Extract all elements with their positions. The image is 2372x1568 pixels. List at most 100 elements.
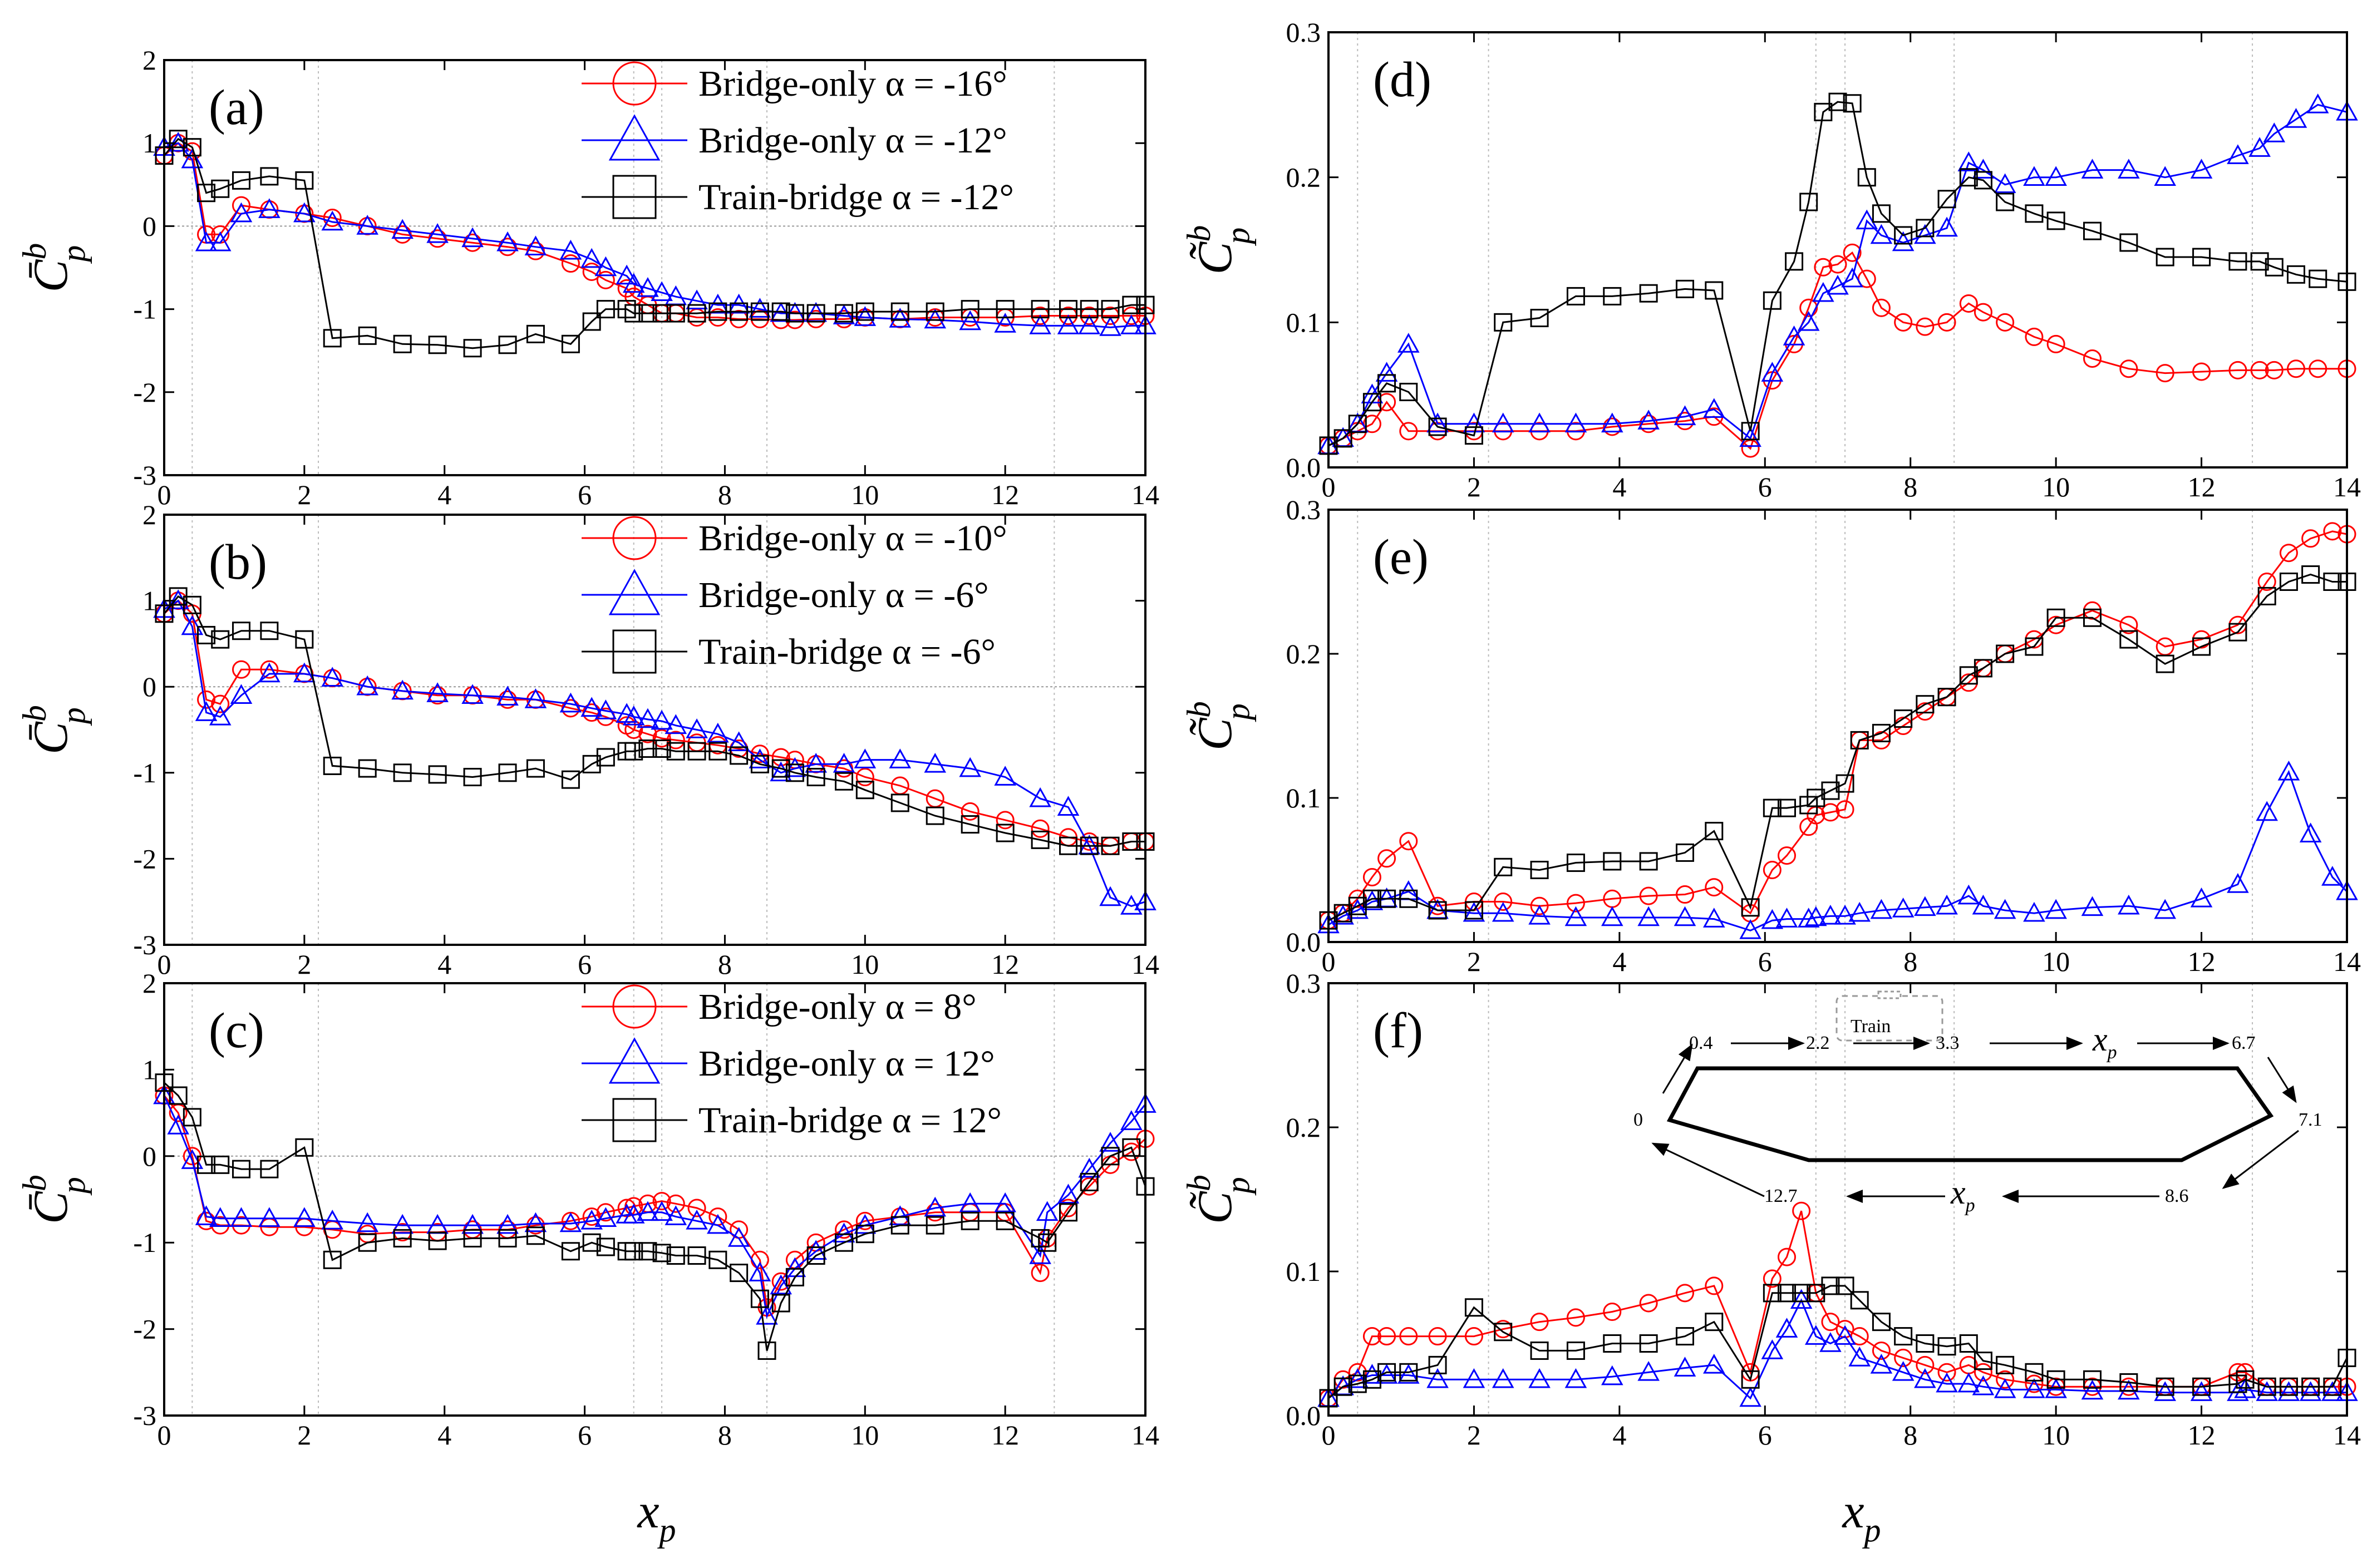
y-tick-label: 0.0 <box>1286 1400 1321 1431</box>
data-point <box>1348 896 1367 915</box>
series-1 <box>153 589 1157 915</box>
data-point <box>687 1199 706 1217</box>
x-tick-label: 14 <box>2333 471 2361 502</box>
data-point <box>293 662 316 683</box>
y-tick-label: 1 <box>142 585 156 617</box>
data-point <box>2301 1377 2320 1396</box>
data-point <box>2228 1374 2247 1393</box>
x-tick-label: 8 <box>1903 1419 1917 1451</box>
series-1 <box>153 1084 1157 1325</box>
data-point <box>2256 801 2279 821</box>
data-point <box>890 1216 909 1235</box>
legend-label: Train-bridge α = -6° <box>698 632 996 672</box>
panel-f: 0 2 4 6 8 10 12 14 0.0 0.1 0.2 0.3 (f) C̃bp <box>1180 968 2361 1451</box>
diagram-point-7.1: 7.1 <box>2299 1110 2322 1130</box>
data-point <box>498 763 517 782</box>
data-point <box>195 1205 218 1225</box>
data-point <box>1674 405 1696 426</box>
data-point <box>358 759 377 778</box>
data-point <box>1029 314 1051 334</box>
data-point <box>2257 1377 2276 1396</box>
cross-section-diagram: Train 0 0.4 2.2 3.3 6.7 7.1 8.6 12.7 xp … <box>1633 990 2322 1216</box>
data-point <box>1676 1327 1694 1346</box>
data-point <box>2228 1363 2247 1382</box>
data-point <box>2265 258 2284 277</box>
data-point <box>707 1214 729 1234</box>
data-point <box>498 690 517 709</box>
data-point <box>1528 412 1551 433</box>
data-point <box>561 334 580 353</box>
data-point <box>616 264 638 285</box>
data-point <box>559 239 582 260</box>
data-point <box>498 336 517 354</box>
diagram-xp-bottom: xp <box>1950 1174 1975 1216</box>
data-point <box>2190 887 2213 908</box>
data-point <box>2081 159 2104 179</box>
x-tick-label: 2 <box>1467 1419 1481 1451</box>
data-point <box>854 748 877 768</box>
legend-marker <box>612 516 657 560</box>
data-point <box>1492 1368 1514 1388</box>
data-point <box>1702 398 1725 418</box>
data-point <box>994 313 1016 333</box>
x-tick-label: 0 <box>1322 946 1336 977</box>
y-tick-label: 0 <box>142 1141 156 1172</box>
data-point <box>356 215 378 235</box>
y-axis-label: C̃bp <box>1180 225 1256 275</box>
data-point <box>1739 1387 1761 1407</box>
data-point <box>1399 382 1418 401</box>
data-point <box>1078 314 1101 334</box>
data-point <box>1566 287 1585 305</box>
x-tick-label: 6 <box>1758 946 1772 977</box>
data-point <box>926 806 944 825</box>
data-point <box>2228 623 2247 642</box>
x-tick-label: 2 <box>1467 471 1481 502</box>
data-point <box>1059 300 1077 319</box>
data-point <box>833 1222 855 1242</box>
x-tick-label: 14 <box>2333 1419 2361 1451</box>
data-point <box>1676 843 1694 862</box>
data-point <box>2118 159 2140 179</box>
data-point <box>356 1212 378 1232</box>
data-point <box>1494 857 1513 876</box>
data-point <box>1790 1289 1813 1309</box>
data-point <box>854 306 877 326</box>
data-point <box>1775 1318 1798 1338</box>
x-tick-label: 8 <box>1903 471 1917 502</box>
y-tick-label: -2 <box>133 377 156 408</box>
y-tick-label: 2 <box>142 499 156 530</box>
data-point <box>2025 204 2044 223</box>
data-point <box>1783 326 1805 346</box>
data-point <box>687 304 706 323</box>
data-point <box>1761 362 1784 382</box>
y-tick-label: 0 <box>142 671 156 702</box>
x-tick-label: 4 <box>1612 946 1626 977</box>
legend: Bridge-only α = -10° Bridge-only α = -6° T… <box>582 516 1007 674</box>
data-point <box>2309 359 2327 378</box>
data-point <box>1870 899 1893 919</box>
y-tick-label: 0.1 <box>1286 1256 1321 1287</box>
data-point <box>1639 852 1658 871</box>
data-point <box>2287 265 2305 284</box>
data-point <box>526 1216 545 1235</box>
data-point <box>1566 894 1585 913</box>
data-point <box>1639 1294 1658 1313</box>
data-point <box>2279 573 2298 591</box>
data-point <box>580 1210 603 1230</box>
data-point <box>926 302 944 321</box>
data-point <box>1834 905 1856 925</box>
data-point <box>1099 886 1121 906</box>
data-point <box>1426 412 1449 433</box>
data-point <box>1348 1363 1367 1382</box>
data-point <box>959 310 981 331</box>
data-point <box>1959 168 1978 187</box>
data-point <box>596 748 615 767</box>
data-point <box>1463 1368 1485 1388</box>
data-point <box>1821 803 1840 822</box>
data-point <box>1362 867 1381 886</box>
y-tick-label: 0 <box>142 210 156 241</box>
data-point <box>323 208 342 227</box>
data-point <box>2257 573 2276 591</box>
data-point <box>2025 637 2044 656</box>
